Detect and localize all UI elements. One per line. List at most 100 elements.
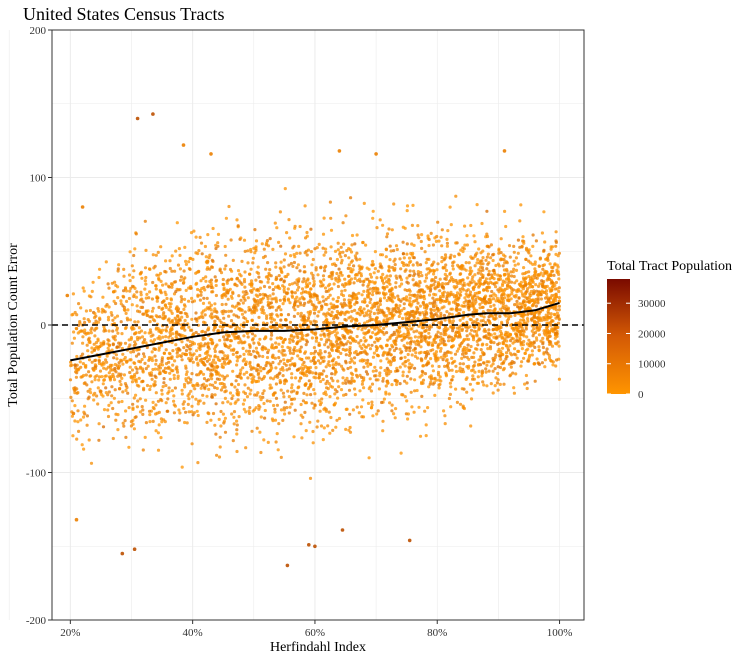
data-point [437,378,441,382]
data-point [502,382,506,386]
data-point [322,253,326,257]
data-point [357,341,361,345]
data-point [274,298,278,302]
data-point [461,352,465,356]
data-point [144,421,148,425]
data-point [444,282,448,286]
data-point [316,351,320,355]
data-point [134,232,138,236]
data-point [198,358,202,363]
data-point [235,325,239,329]
data-point [358,351,362,355]
data-point [522,266,526,270]
data-point [139,293,143,297]
data-point [549,323,553,327]
data-point [374,369,378,373]
data-point [436,356,440,360]
data-point [461,264,465,268]
data-point [122,424,126,428]
data-point [196,461,200,465]
data-point [439,321,443,325]
data-point [488,309,492,313]
data-point [542,263,547,267]
data-point [435,234,439,239]
data-point [328,282,332,286]
data-point [507,317,511,321]
data-point [80,443,84,447]
data-point [102,408,107,412]
data-point [78,360,82,364]
data-point [554,308,559,312]
data-point [485,209,489,213]
data-point [356,279,360,283]
data-point [448,381,452,385]
data-point [248,406,252,410]
data-point [341,221,345,225]
data-point [73,404,77,408]
data-point [514,372,518,376]
data-point [104,358,108,362]
data-point [170,254,174,258]
data-point [148,328,152,332]
data-point [157,305,161,309]
data-point [554,364,558,368]
data-point [515,356,519,360]
data-point [82,317,86,321]
data-point [262,247,266,251]
data-point [182,307,186,311]
data-point [246,249,250,253]
data-point [157,278,161,282]
data-point [465,355,469,359]
data-point [379,359,383,363]
data-point [81,335,85,339]
data-point [454,369,459,374]
data-point [413,299,417,303]
data-point [524,373,529,378]
data-point [404,263,409,267]
data-point [380,400,384,405]
data-point [553,296,557,300]
data-point [491,258,495,263]
data-point [230,382,234,386]
data-point [451,293,455,297]
data-point [217,455,222,459]
data-point [285,368,289,372]
data-point [190,300,194,304]
data-point [159,331,163,335]
data-point [371,369,375,373]
data-point [360,328,364,332]
data-point [199,279,203,283]
data-point [416,317,420,321]
data-point [287,218,291,222]
data-point [449,405,453,409]
data-point [120,399,124,404]
data-point [154,403,158,407]
data-point [236,224,240,228]
data-point [405,276,409,280]
data-point [153,338,157,342]
data-point [384,247,388,251]
data-point [184,364,188,368]
data-point [277,362,281,366]
data-point [466,301,470,305]
data-point [537,362,542,366]
data-point [222,335,226,339]
data-point [520,244,524,248]
data-point [359,339,363,343]
data-point [304,429,308,433]
data-point [317,399,321,403]
data-point [327,410,331,414]
data-point [450,378,454,382]
data-point [502,366,506,371]
data-point [145,383,150,388]
data-point [485,360,489,364]
data-point [72,388,76,392]
data-point [549,312,553,316]
data-point [242,398,247,402]
data-point [184,377,188,381]
data-point [365,320,369,324]
data-point [308,420,312,424]
data-point [273,407,277,411]
data-point [261,354,265,359]
data-point [292,397,297,401]
